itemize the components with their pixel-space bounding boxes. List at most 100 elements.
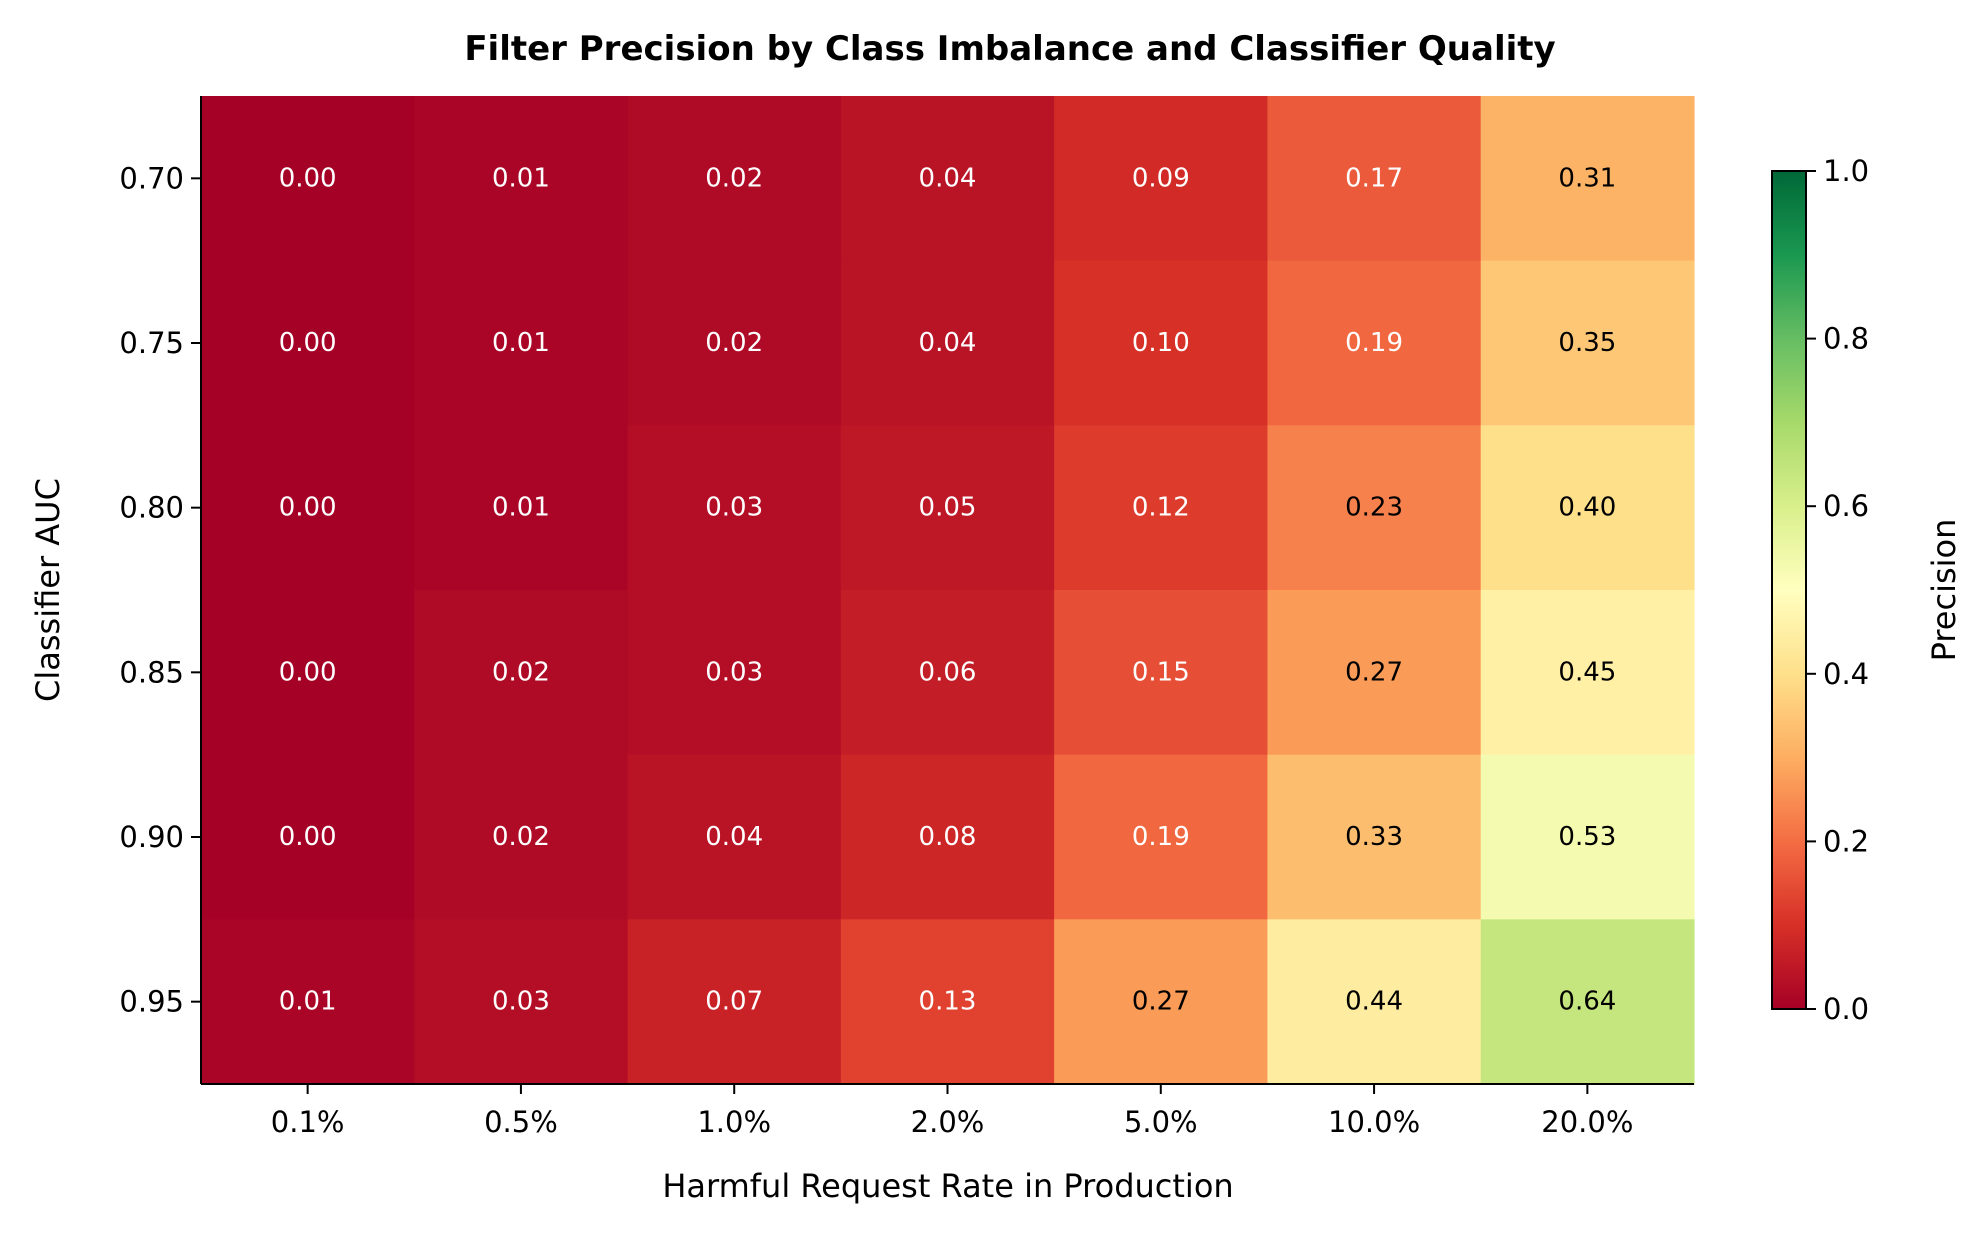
cell-value-label: 0.00 (279, 822, 337, 852)
heatmap-cell (840, 260, 1055, 426)
x-tick-label: 2.0% (911, 1105, 985, 1139)
heatmap-cell (201, 260, 415, 426)
x-tick-label: 5.0% (1124, 1105, 1198, 1139)
cell-value-label: 0.19 (1345, 328, 1403, 358)
cell-value-label: 0.04 (705, 822, 763, 852)
colorbar-ticks: 0.0 0.2 0.4 0.6 0.8 1.0 (1806, 154, 1869, 1026)
cell-value-label: 0.44 (1345, 987, 1403, 1017)
y-axis-label: Classifier AUC (29, 478, 67, 702)
cell-value-label: 0.05 (919, 493, 977, 523)
heatmap-cell (1054, 754, 1269, 920)
heatmap-cell (1054, 425, 1269, 591)
y-tick-label: 0.95 (119, 985, 184, 1019)
heatmap-cell (627, 260, 842, 426)
y-tick-label: 0.90 (119, 820, 184, 854)
y-axis-ticks: 0.70 0.75 0.80 0.85 0.90 0.95 (119, 161, 201, 1019)
heatmap-cell (201, 590, 415, 756)
heatmap-cell (627, 96, 842, 262)
heatmap-cell (840, 425, 1055, 591)
heatmap-cell (414, 919, 629, 1085)
heatmap-cell (1054, 260, 1269, 426)
heatmap-cell (627, 425, 842, 591)
cell-value-label: 0.64 (1558, 987, 1616, 1017)
cell-value-label: 0.35 (1558, 328, 1616, 358)
heatmap-cell (414, 96, 629, 262)
colorbar-tick-label: 0.6 (1823, 489, 1869, 523)
cell-value-label: 0.13 (919, 987, 977, 1017)
heatmap-cell (201, 919, 415, 1085)
cell-value-label: 0.01 (492, 493, 550, 523)
cell-value-label: 0.09 (1132, 163, 1190, 193)
cell-value-label: 0.03 (492, 987, 550, 1017)
heatmap-cell (1267, 425, 1482, 591)
colorbar-gradient (1771, 170, 1807, 1010)
heatmap-cell (840, 919, 1055, 1085)
heatmap-cell (1054, 96, 1269, 262)
colorbar-label: Precision (1925, 519, 1963, 662)
heatmap-cell (414, 590, 629, 756)
cell-value-label: 0.02 (705, 328, 763, 358)
x-tick-label: 10.0% (1328, 1105, 1420, 1139)
cell-value-label: 0.07 (705, 987, 763, 1017)
x-tick-label: 0.1% (271, 1105, 345, 1139)
cell-value-label: 0.17 (1345, 163, 1403, 193)
cell-value-label: 0.06 (919, 657, 977, 687)
heatmap-cell (1480, 590, 1695, 756)
x-tick-label: 20.0% (1541, 1105, 1633, 1139)
cell-value-label: 0.03 (705, 493, 763, 523)
cell-value-label: 0.04 (919, 328, 977, 358)
heatmap-cell (1054, 919, 1269, 1085)
heatmap-cell (627, 919, 842, 1085)
cell-value-label: 0.33 (1345, 822, 1403, 852)
heatmap-cell (1480, 96, 1695, 262)
cell-value-label: 0.01 (492, 163, 550, 193)
cell-value-label: 0.02 (492, 822, 550, 852)
cell-value-label: 0.27 (1132, 987, 1190, 1017)
cell-value-label: 0.00 (279, 328, 337, 358)
cell-value-label: 0.01 (492, 328, 550, 358)
chart-title: Filter Precision by Class Imbalance and … (464, 29, 1555, 69)
heatmap-cell (201, 754, 415, 920)
heatmap-cell (1480, 260, 1695, 426)
cell-value-label: 0.02 (492, 657, 550, 687)
cell-value-label: 0.31 (1558, 163, 1616, 193)
x-axis-ticks: 0.1% 0.5% 1.0% 2.0% 5.0% 10.0% 20.0% (271, 1084, 1633, 1139)
heatmap-cell (414, 754, 629, 920)
cell-value-label: 0.40 (1558, 493, 1616, 523)
x-tick-label: 0.5% (484, 1105, 558, 1139)
heatmap-cell (627, 590, 842, 756)
cell-value-label: 0.08 (919, 822, 977, 852)
heatmap-cell (1267, 919, 1482, 1085)
cell-value-label: 0.03 (705, 657, 763, 687)
cell-value-label: 0.10 (1132, 328, 1190, 358)
cell-value-label: 0.02 (705, 163, 763, 193)
cell-value-label: 0.00 (279, 657, 337, 687)
cell-value-labels: 0.00 0.01 0.02 0.04 0.09 0.17 0.31 0.00 0.01 0.02… (279, 163, 1617, 1016)
colorbar-tick-label: 0.2 (1823, 824, 1869, 858)
heatmap-cell (1267, 96, 1482, 262)
y-tick-label: 0.80 (119, 491, 184, 525)
heatmap-cell (840, 754, 1055, 920)
heatmap-cell (414, 260, 629, 426)
heatmap-cell (201, 425, 415, 591)
heatmap-cell (627, 754, 842, 920)
heatmap-cell (201, 96, 415, 262)
heatmap-cell (1480, 919, 1695, 1085)
cell-value-label: 0.04 (919, 163, 977, 193)
heatmap-cells (201, 96, 1695, 1085)
heatmap-cell (1267, 754, 1482, 920)
heatmap-cell (1054, 590, 1269, 756)
heatmap-cell (1480, 754, 1695, 920)
cell-value-label: 0.00 (279, 163, 337, 193)
cell-value-label: 0.23 (1345, 493, 1403, 523)
colorbar-tick-label: 0.4 (1823, 657, 1869, 691)
colorbar-tick-label: 0.8 (1823, 322, 1869, 356)
y-tick-label: 0.75 (119, 326, 184, 360)
cell-value-label: 0.27 (1345, 657, 1403, 687)
cell-value-label: 0.15 (1132, 657, 1190, 687)
colorbar-tick-label: 0.0 (1823, 992, 1869, 1026)
colorbar-tick-label: 1.0 (1823, 154, 1869, 188)
y-tick-label: 0.70 (119, 161, 184, 195)
cell-value-label: 0.19 (1132, 822, 1190, 852)
